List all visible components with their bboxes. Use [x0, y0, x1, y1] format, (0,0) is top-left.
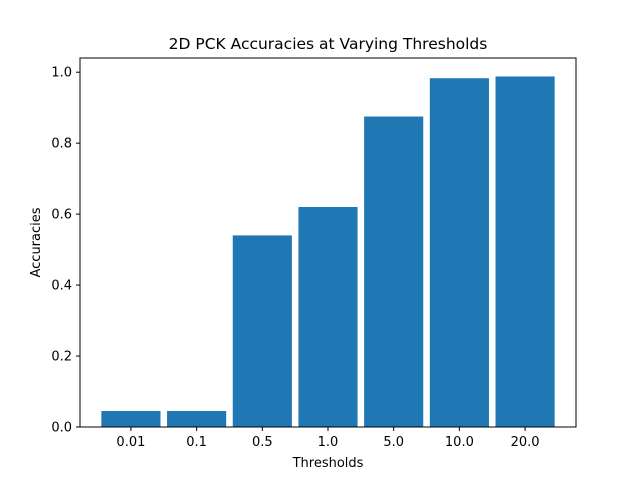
x-tick-label: 0.01	[116, 435, 145, 450]
y-tick-label: 0.2	[51, 350, 72, 365]
x-tick-label: 20.0	[511, 435, 540, 450]
bar-1.0	[298, 207, 358, 427]
y-tick-label: 0.6	[51, 208, 72, 223]
y-tick-label: 0.8	[51, 137, 72, 152]
x-tick-label: 0.1	[186, 435, 207, 450]
bar-0.5	[232, 235, 292, 427]
x-tick-label: 1.0	[318, 435, 339, 450]
bar-0.01	[101, 411, 161, 427]
y-tick-label: 1.0	[51, 66, 72, 81]
x-tick-label: 0.5	[252, 435, 273, 450]
y-tick-label: 0.0	[51, 421, 72, 436]
bars-group	[101, 76, 555, 427]
chart-title: 2D PCK Accuracies at Varying Thresholds	[169, 35, 488, 53]
y-axis-label: Accuracies	[29, 207, 44, 277]
y-axis-ticks: 0.0 0.2 0.4 0.6 0.8 1.0	[51, 66, 80, 436]
bar-5.0	[364, 116, 424, 427]
bar-10.0	[429, 78, 489, 427]
plot-frame	[79, 57, 577, 428]
y-tick-label: 0.4	[51, 279, 72, 294]
x-axis-ticks: 0.01 0.1 0.5 1.0 5.0 10.0 20.0	[116, 427, 540, 450]
bar-0.1	[167, 411, 227, 427]
bar-20.0	[495, 76, 555, 427]
x-tick-label: 5.0	[383, 435, 404, 450]
x-tick-label: 10.0	[445, 435, 474, 450]
x-axis-label: Thresholds	[292, 456, 364, 471]
